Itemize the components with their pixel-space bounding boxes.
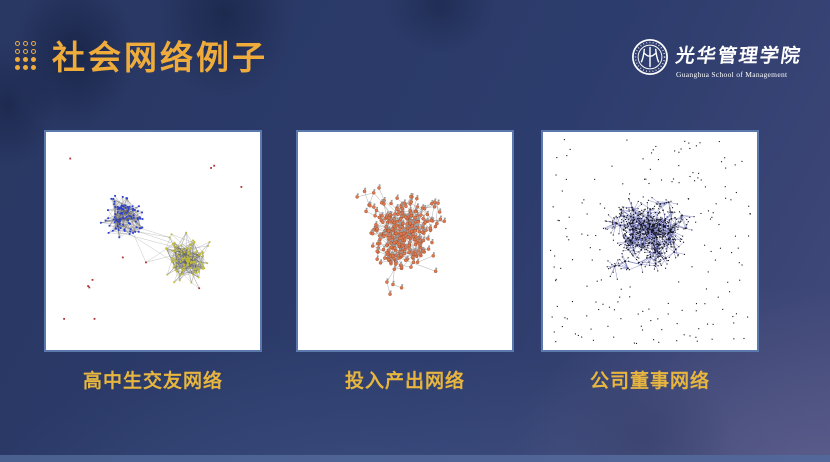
network-panel-directors	[541, 130, 759, 352]
dot	[31, 65, 36, 70]
network-panel-input-output	[296, 130, 514, 352]
dot	[31, 41, 36, 46]
dot	[23, 65, 28, 70]
dot	[15, 49, 20, 54]
title-dots-icon	[15, 41, 36, 70]
dot	[31, 49, 36, 54]
caption-friendship: 高中生交友网络	[82, 371, 223, 392]
caption-directors: 公司董事网络	[589, 371, 710, 392]
dot	[23, 41, 28, 46]
friendship-network-image	[46, 132, 260, 350]
dot	[31, 57, 36, 62]
dot	[15, 57, 20, 62]
dot	[23, 57, 28, 62]
bottom-accent-bar	[0, 455, 830, 462]
logo-en-name: Guanghua School of Management	[676, 69, 788, 79]
school-logo: 光华管理学院 Guanghua School of Management	[631, 38, 804, 81]
directors-network-image	[543, 132, 757, 350]
pku-seal-icon	[631, 38, 669, 81]
dot	[23, 49, 28, 54]
slide-title: 社会网络例子	[52, 41, 268, 77]
dot	[15, 41, 20, 46]
logo-text: 光华管理学院 Guanghua School of Management	[674, 41, 804, 79]
network-panel-friendship	[44, 130, 262, 352]
dot	[15, 65, 20, 70]
input-output-network-image	[298, 132, 512, 350]
logo-cn-name: 光华管理学院	[674, 45, 804, 67]
caption-input-output: 投入产出网络	[344, 371, 465, 392]
